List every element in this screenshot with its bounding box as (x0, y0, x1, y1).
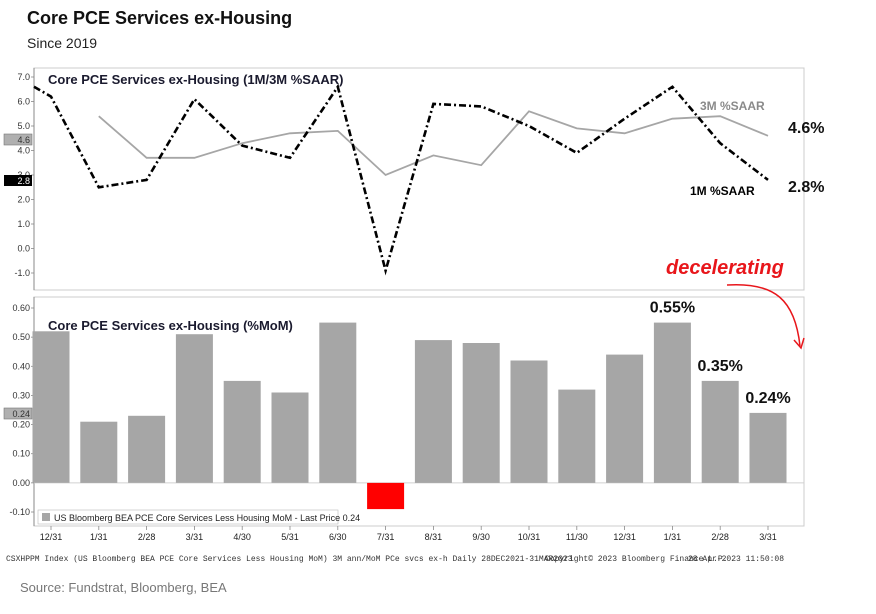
bar (701, 380, 739, 483)
x-axis: 12/31 1/31 2/28 3/31 4/30 5/31 6/30 7/31 8/31 9/3… (40, 526, 777, 542)
x-tick-label: 2/28 (711, 532, 729, 542)
line-panel-title: Core PCE Services ex-Housing (1M/3M %SAA… (48, 72, 343, 87)
line-y-tick-label: 5.0 (17, 121, 30, 131)
bar-callouts: 0.55% 0.35%0.24% (650, 300, 791, 407)
x-tick-label: 5/31 (281, 532, 299, 542)
bar-y-tick-label: 0.50 (12, 332, 30, 342)
bar (606, 354, 644, 483)
footer-copyright: Copyright© 2023 Bloomberg Finance L.P. (545, 555, 727, 564)
line-panel-frame (33, 67, 805, 291)
badge-1m: 2.8 (4, 175, 32, 186)
x-tick-label: 11/30 (566, 532, 588, 542)
bar-y-tick-label: -0.10 (9, 507, 30, 517)
series-label-1m: 1M %SAAR (690, 184, 755, 198)
footer-index: CSXHPPM Index (US Bloomberg BEA PCE Core… (6, 555, 573, 564)
badge-1m-text: 2.8 (17, 176, 30, 186)
bar-callout-label: 0.35% (698, 358, 743, 375)
bar (319, 322, 357, 483)
bar-y-tick-label: 0.60 (12, 303, 30, 313)
badge-bar-text: 0.24 (12, 409, 30, 419)
bar (414, 340, 452, 483)
x-tick-label: 1/31 (90, 532, 108, 542)
bar (271, 392, 309, 483)
x-tick-label: 3/31 (759, 532, 777, 542)
series-label-3m: 3M %SAAR (700, 99, 765, 113)
bar-y-tick-label: 0.20 (12, 420, 30, 430)
bar (80, 421, 118, 483)
bar (749, 412, 787, 483)
line-y-tick-label: 0.0 (17, 244, 30, 254)
bar (653, 322, 691, 483)
series-3m-line (98, 110, 769, 177)
bar (462, 343, 500, 483)
line-y-tick-label: 2.0 (17, 195, 30, 205)
badge-3m: 4.6 (3, 133, 33, 146)
line-series-group (33, 83, 769, 276)
line-y-tick-label: 7.0 (17, 72, 30, 82)
x-tick-label: 6/30 (329, 532, 347, 542)
x-tick-label: 9/30 (472, 532, 490, 542)
bar (223, 380, 261, 483)
x-tick-label: 3/31 (186, 532, 204, 542)
legend-text: US Bloomberg BEA PCE Core Services Less … (54, 513, 360, 523)
x-tick-label: 12/31 (40, 532, 63, 542)
bar-series-group (32, 322, 787, 510)
label-3m-last: 4.6% (788, 120, 824, 137)
bar-callout-label: 0.24% (745, 390, 790, 407)
bar-y-tick-label: 0.10 (12, 449, 30, 459)
badge-bar: 0.24 (3, 407, 33, 420)
bar-y-tick-label: 0.40 (12, 361, 30, 371)
label-1m-last: 2.8% (788, 179, 824, 196)
bar (175, 334, 213, 483)
x-tick-label: 2/28 (138, 532, 156, 542)
bar (367, 482, 405, 510)
bar (558, 389, 596, 483)
x-tick-label: 1/31 (664, 532, 682, 542)
page-subtitle: Since 2019 (27, 35, 98, 51)
annotation-arrowhead (793, 337, 805, 350)
line-y-axis: 7.06.05.04.03.02.01.00.0-1.0 (14, 72, 34, 278)
bar (32, 331, 70, 483)
page-title: Core PCE Services ex-Housing (27, 8, 293, 28)
source-note: Source: Fundstrat, Bloomberg, BEA (20, 580, 227, 595)
bar-callout-label: 0.55% (650, 300, 695, 317)
footer-timestamp: 28-Apr-2023 11:50:08 (688, 555, 784, 564)
x-tick-label: 12/31 (613, 532, 636, 542)
line-y-tick-label: 4.0 (17, 146, 30, 156)
line-y-tick-label: 6.0 (17, 97, 30, 107)
series-1m-line (33, 83, 769, 276)
x-tick-label: 4/30 (233, 532, 251, 542)
line-y-tick-label: 1.0 (17, 219, 30, 229)
x-tick-label: 7/31 (377, 532, 395, 542)
legend-swatch (42, 513, 50, 521)
bar (510, 360, 548, 483)
bar-y-tick-label: 0.30 (12, 390, 30, 400)
badge-3m-text: 4.6 (17, 135, 30, 145)
bar-panel-title: Core PCE Services ex-Housing (%MoM) (48, 318, 293, 333)
annotation-decelerating: decelerating (666, 257, 784, 279)
x-tick-label: 8/31 (425, 532, 443, 542)
line-y-tick-label: -1.0 (14, 268, 30, 278)
bar-legend: US Bloomberg BEA PCE Core Services Less … (37, 509, 360, 525)
annotation-arrow (726, 283, 801, 347)
x-tick-label: 10/31 (518, 532, 541, 542)
bar-y-tick-label: 0.00 (12, 478, 30, 488)
bar (128, 415, 166, 483)
